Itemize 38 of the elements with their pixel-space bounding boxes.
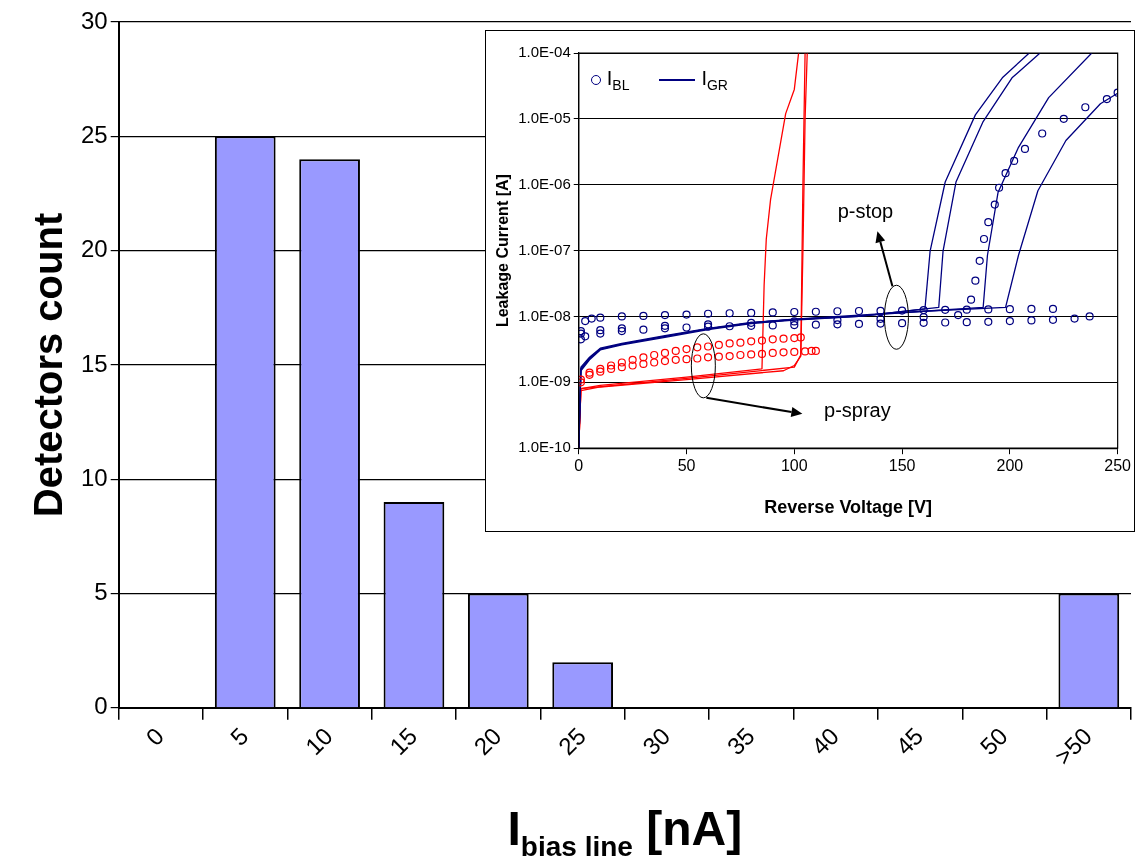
- x-tick-label: 5: [224, 722, 254, 751]
- annotation: p-spray: [824, 399, 891, 422]
- x-tick-label: 0: [140, 722, 170, 751]
- y-tick-label: 1.0E-07: [518, 240, 571, 258]
- y-tick-label: 0: [94, 692, 108, 720]
- x-tick-label: 30: [637, 722, 676, 761]
- y-tick-label: 1.0E-08: [518, 306, 571, 324]
- y-tick-label: 15: [80, 349, 108, 377]
- y-tick-label: 1.0E-09: [518, 372, 571, 390]
- x-tick-label: 50: [974, 722, 1013, 761]
- y-tick-label: 25: [80, 120, 108, 148]
- x-axis-title: I$_{bias line}$ [nA]: [507, 801, 743, 863]
- x-tick-label: 250: [1104, 457, 1132, 475]
- x-tick-label: 100: [780, 457, 808, 475]
- x-tick-label: 10: [299, 722, 338, 761]
- x-tick-label: 200: [996, 457, 1024, 475]
- x-tick-label: 50: [677, 457, 696, 475]
- x-tick-label: 40: [805, 722, 844, 761]
- x-axis-title: Reverse Voltage [V]: [764, 497, 933, 518]
- y-tick-label: 5: [94, 578, 108, 606]
- y-tick-label: 1.0E-04: [518, 43, 571, 61]
- y-axis-title: Detectors count: [25, 212, 71, 518]
- y-tick-label: 1.0E-10: [518, 438, 571, 456]
- legend-label: I$_{BL}$: [606, 67, 630, 93]
- y-tick-label: 30: [80, 6, 108, 34]
- x-tick-label: 0: [574, 457, 584, 475]
- x-tick-label: 150: [888, 457, 916, 475]
- x-tick-label: 35: [721, 722, 760, 761]
- annotation: p-stop: [837, 199, 894, 222]
- y-axis-title: Leakage Current [A]: [494, 174, 512, 328]
- x-tick-label: 45: [890, 722, 929, 761]
- y-tick-label: 1.0E-06: [518, 174, 571, 192]
- y-tick-label: 1.0E-05: [518, 109, 571, 127]
- x-tick-label: >50: [1049, 722, 1098, 771]
- legend-label: I$_{GR}$: [701, 67, 728, 93]
- x-tick-label: 20: [468, 722, 507, 761]
- y-tick-label: 20: [80, 235, 108, 263]
- x-tick-label: 15: [384, 722, 423, 761]
